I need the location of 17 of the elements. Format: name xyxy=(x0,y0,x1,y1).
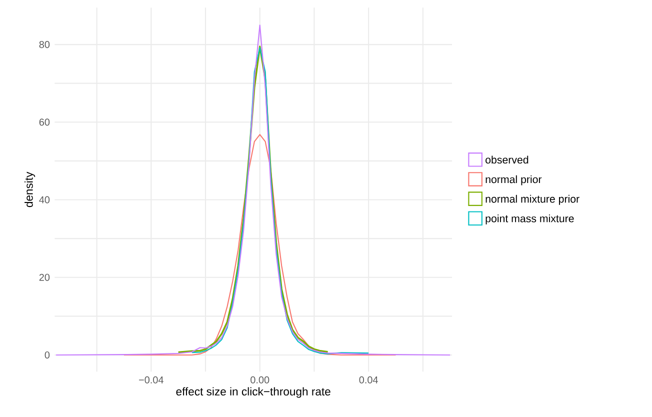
line-series xyxy=(177,46,329,354)
x-tick-label: 0.04 xyxy=(359,376,378,384)
y-tick-label: 40 xyxy=(39,196,50,204)
x-tick-label: 0.00 xyxy=(250,376,270,384)
y-axis-title: density xyxy=(24,172,36,208)
y-tick-label: 60 xyxy=(39,118,50,126)
y-tick-label: 80 xyxy=(39,41,50,48)
line-series xyxy=(191,47,370,354)
line-series xyxy=(55,24,451,356)
x-tick-label: −0.04 xyxy=(139,376,164,384)
legend-label: normal mixture prior xyxy=(486,194,580,205)
x-axis-title: effect size in click−through rate xyxy=(176,387,330,398)
legend-label: observed xyxy=(486,156,528,164)
legend-label: normal prior xyxy=(486,175,542,186)
y-tick-label: 0 xyxy=(44,351,50,359)
y-tick-label: 20 xyxy=(39,274,50,281)
legend-label: point mass mixture xyxy=(486,214,574,224)
